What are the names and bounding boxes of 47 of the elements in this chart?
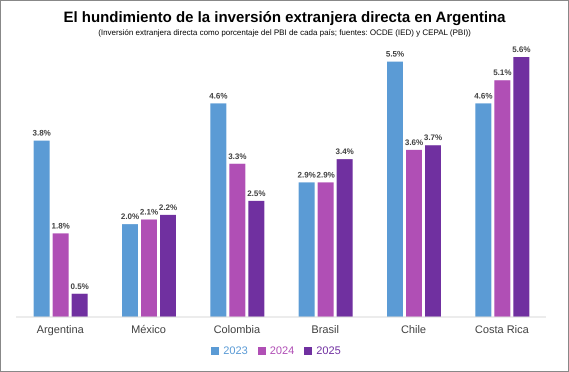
bar [336,159,353,317]
bar [318,182,334,317]
data-label: 3.6% [404,138,424,147]
data-label: 5.6% [512,45,530,54]
bar [475,103,492,317]
x-tick-label: Brasil [311,324,339,336]
legend-label: 2023 [223,345,248,357]
chart-title: El hundimiento de la inversión extranjera directa en Argentina [62,9,507,26]
bar [122,224,138,317]
data-label: 2.9% [316,170,335,180]
data-label: 2.2% [158,202,178,212]
x-tick-label: Chile [400,324,426,336]
data-label: 4.6% [474,91,492,100]
data-label: 0.5% [70,282,89,291]
x-tick-label: Costa Rica [474,324,530,336]
bar [406,150,422,317]
x-tick-label: Argentina [36,324,85,336]
bar [229,164,246,317]
x-tick-label: Colombia [214,324,261,336]
data-label: 3.7% [424,133,442,142]
bar [72,294,88,317]
bar [387,62,403,317]
data-label: 2.5% [247,188,266,198]
bar [160,214,176,317]
data-label: 3.3% [228,152,246,161]
x-tick-label: México [131,324,166,336]
data-label: 5.1% [493,68,512,78]
data-label: 3.8% [32,128,51,138]
data-label: 2.0% [120,212,140,222]
data-label: 5.5% [386,50,404,59]
bar [210,103,226,317]
bar [513,57,530,317]
bar [494,80,510,317]
bar [298,182,315,317]
data-label: 2.1% [140,208,158,216]
bar [425,145,441,317]
bar [52,233,69,317]
data-label: 4.6% [209,91,228,100]
data-label: 3.4% [336,147,354,156]
data-label: 1.8% [52,221,70,230]
bar [34,140,50,317]
data-label: 2.9% [298,170,316,180]
bar [141,220,157,317]
legend-label: 2025 [316,345,341,357]
bar [248,200,264,317]
legend-label: 2024 [270,345,294,357]
chart-subtitle: (Inversión extranjera directa como porcentaje del PBI de cada país; fuentes: OCDE (IED) y CEPAL (PBI)) [97,28,472,37]
